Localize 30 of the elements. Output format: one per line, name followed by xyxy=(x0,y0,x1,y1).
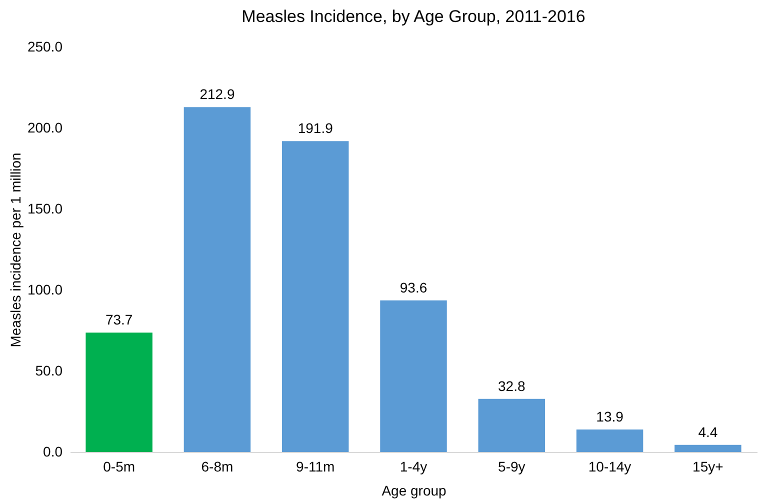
x-tick-label: 15y+ xyxy=(692,458,724,474)
y-tick-label: 250.0 xyxy=(27,38,63,54)
y-tick-label: 200.0 xyxy=(27,120,63,136)
bar xyxy=(576,429,644,452)
bar xyxy=(184,107,251,452)
y-tick-label: 0.0 xyxy=(43,444,63,460)
data-label: 73.7 xyxy=(105,312,133,328)
y-tick-label: 100.0 xyxy=(27,282,63,298)
x-tick-label: 6-8m xyxy=(201,458,234,474)
y-axis-title: Measles incidence per 1 million xyxy=(7,152,24,348)
x-tick-label: 0-5m xyxy=(103,458,136,474)
data-label: 93.6 xyxy=(400,279,428,296)
y-tick-label: 150.0 xyxy=(27,200,63,216)
chart-title: Measles Incidence, by Age Group, 2011-2016 xyxy=(242,7,586,26)
data-label: 13.9 xyxy=(596,408,624,424)
bar xyxy=(282,141,349,452)
x-tick-label: 10-14y xyxy=(588,458,632,474)
x-tick-label: 1-4y xyxy=(400,458,428,474)
bar xyxy=(380,300,447,452)
data-label: 191.9 xyxy=(298,120,334,136)
x-tick-label: 5-9y xyxy=(498,458,526,474)
y-tick-label: 50.0 xyxy=(35,362,63,378)
bar xyxy=(674,444,742,452)
bar xyxy=(478,398,546,452)
bar xyxy=(86,332,152,452)
x-axis-title: Age group xyxy=(382,482,447,498)
x-tick-label: 9-11m xyxy=(296,458,335,474)
data-label: 32.8 xyxy=(498,378,526,394)
data-label: 4.4 xyxy=(698,424,718,440)
data-label: 212.9 xyxy=(200,86,235,102)
